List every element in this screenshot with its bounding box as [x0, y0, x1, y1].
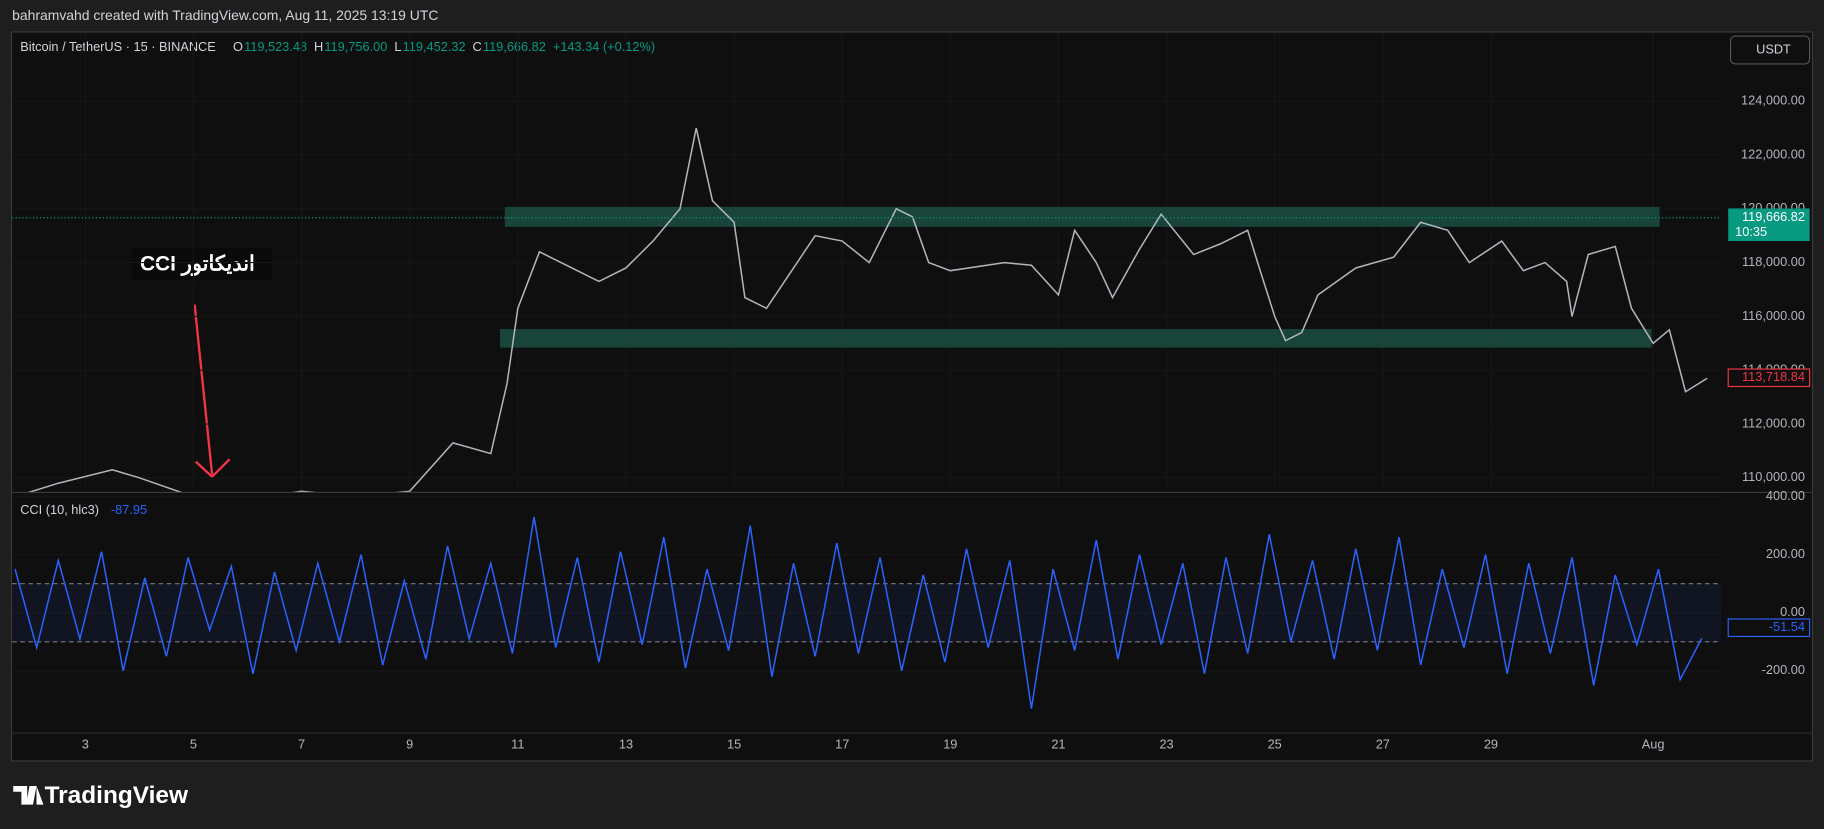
- x-tick-label: 25: [1268, 737, 1282, 752]
- cci-legend-value: -87.95: [111, 502, 147, 517]
- change: +143.34 (+0.12%): [553, 39, 655, 54]
- chart-frame: [11, 32, 1812, 761]
- ohlc-key: H: [314, 39, 323, 54]
- y-tick-label: -200.00: [1762, 662, 1805, 677]
- header: bahramvahd created with TradingView.com,…: [12, 7, 438, 23]
- y-tick-label: 112,000.00: [1742, 415, 1805, 430]
- zone: [505, 207, 1660, 227]
- y-tick-label: 122,000.00: [1741, 146, 1805, 161]
- ohlc: O119,523.48 H119,756.00 L119,452.32 C119,66…: [233, 39, 655, 54]
- y-tick-label: 0.00: [1780, 604, 1805, 619]
- x-tick-label: 21: [1051, 737, 1065, 752]
- x-tick-label: 29: [1484, 737, 1498, 752]
- x-tick-label: 9: [406, 737, 413, 752]
- y-tick-label: 110,000.00: [1742, 469, 1805, 484]
- cci-band: [12, 584, 1721, 642]
- y-tick-label: 400.00: [1766, 488, 1805, 503]
- x-tick-label: 3: [82, 737, 89, 752]
- price-tag-time: 10:35: [1735, 224, 1767, 239]
- cci-title: CCI (10, hlc3): [20, 502, 99, 517]
- x-tick-label: 15: [727, 737, 741, 752]
- x-tick-label: 5: [190, 737, 197, 752]
- y-tick-label: 116,000.00: [1742, 308, 1805, 323]
- x-tick-label: 27: [1376, 737, 1390, 752]
- annotation: CCI اندیکاتور: [140, 253, 255, 277]
- x-tick-label: 17: [835, 737, 849, 752]
- x-tick-label: 13: [619, 737, 633, 752]
- ohlc-value: 119,452.32: [403, 39, 466, 54]
- zone: [500, 329, 1652, 348]
- x-tick-label: 7: [298, 737, 305, 752]
- cci-tag-label: -51.54: [1769, 619, 1805, 634]
- x-tick-label: 23: [1159, 737, 1173, 752]
- x-tick-label: 19: [943, 737, 957, 752]
- x-tick-label: Aug: [1642, 737, 1665, 752]
- ohlc-key: L: [394, 39, 401, 54]
- x-tick-label: 11: [511, 737, 524, 752]
- symbol: Bitcoin / TetherUS · 15 · BINANCE: [20, 39, 216, 54]
- ohlc-key: C: [473, 39, 482, 54]
- footer-logo: TradingView: [45, 782, 189, 809]
- ohlc-value: 119,756.00: [324, 39, 387, 54]
- ohlc-value: 119,666.82: [483, 39, 546, 54]
- y-tick-label: 124,000.00: [1741, 93, 1805, 108]
- ohlc-value: 119,523.48: [244, 39, 307, 54]
- currency[interactable]: USDT: [1756, 41, 1791, 56]
- price-tag-label: 113,718.84: [1742, 369, 1805, 384]
- y-tick-label: 118,000.00: [1742, 254, 1805, 269]
- price-tag-label: 119,666.82: [1742, 209, 1805, 224]
- ohlc-key: O: [233, 39, 243, 54]
- y-tick-label: 200.00: [1766, 546, 1805, 561]
